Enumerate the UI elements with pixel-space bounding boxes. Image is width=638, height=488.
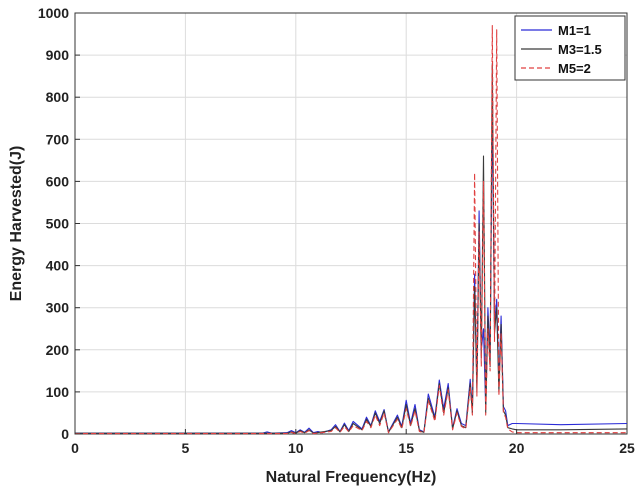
y-tick-label: 0: [61, 426, 69, 442]
x-tick-label: 20: [509, 440, 525, 456]
legend-label: M3=1.5: [558, 42, 602, 57]
x-tick-label: 15: [398, 440, 414, 456]
x-tick-label: 0: [71, 440, 79, 456]
x-axis-ticks: 0 5 10 15 20 25: [71, 429, 635, 456]
y-tick-label: 400: [46, 258, 70, 274]
legend: M1=1 M3=1.5 M5=2: [514, 15, 626, 81]
y-tick-label: 300: [46, 300, 70, 316]
x-tick-label: 25: [619, 440, 635, 456]
y-tick-label: 700: [46, 131, 70, 147]
legend-label: M1=1: [558, 23, 591, 38]
y-tick-label: 1000: [38, 5, 69, 21]
y-tick-label: 600: [46, 173, 70, 189]
legend-label: M5=2: [558, 61, 591, 76]
y-tick-label: 900: [46, 47, 70, 63]
y-tick-label: 200: [46, 342, 70, 358]
series-line-m5-2: [75, 25, 627, 435]
y-axis-ticks: 0 100 200 300 400 500 600 700 800 900 1000: [38, 5, 80, 442]
y-tick-label: 800: [46, 89, 70, 105]
x-axis-label: Natural Frequency(Hz): [266, 469, 437, 486]
x-tick-label: 10: [288, 440, 304, 456]
grid: [74, 12, 628, 435]
x-tick-label: 5: [182, 440, 190, 456]
y-axis-label: Energy Harvested(J): [8, 146, 25, 302]
legend-box: [514, 15, 626, 81]
series-layer: [75, 25, 628, 435]
y-tick-label: 100: [46, 384, 70, 400]
y-tick-label: 500: [46, 216, 70, 232]
